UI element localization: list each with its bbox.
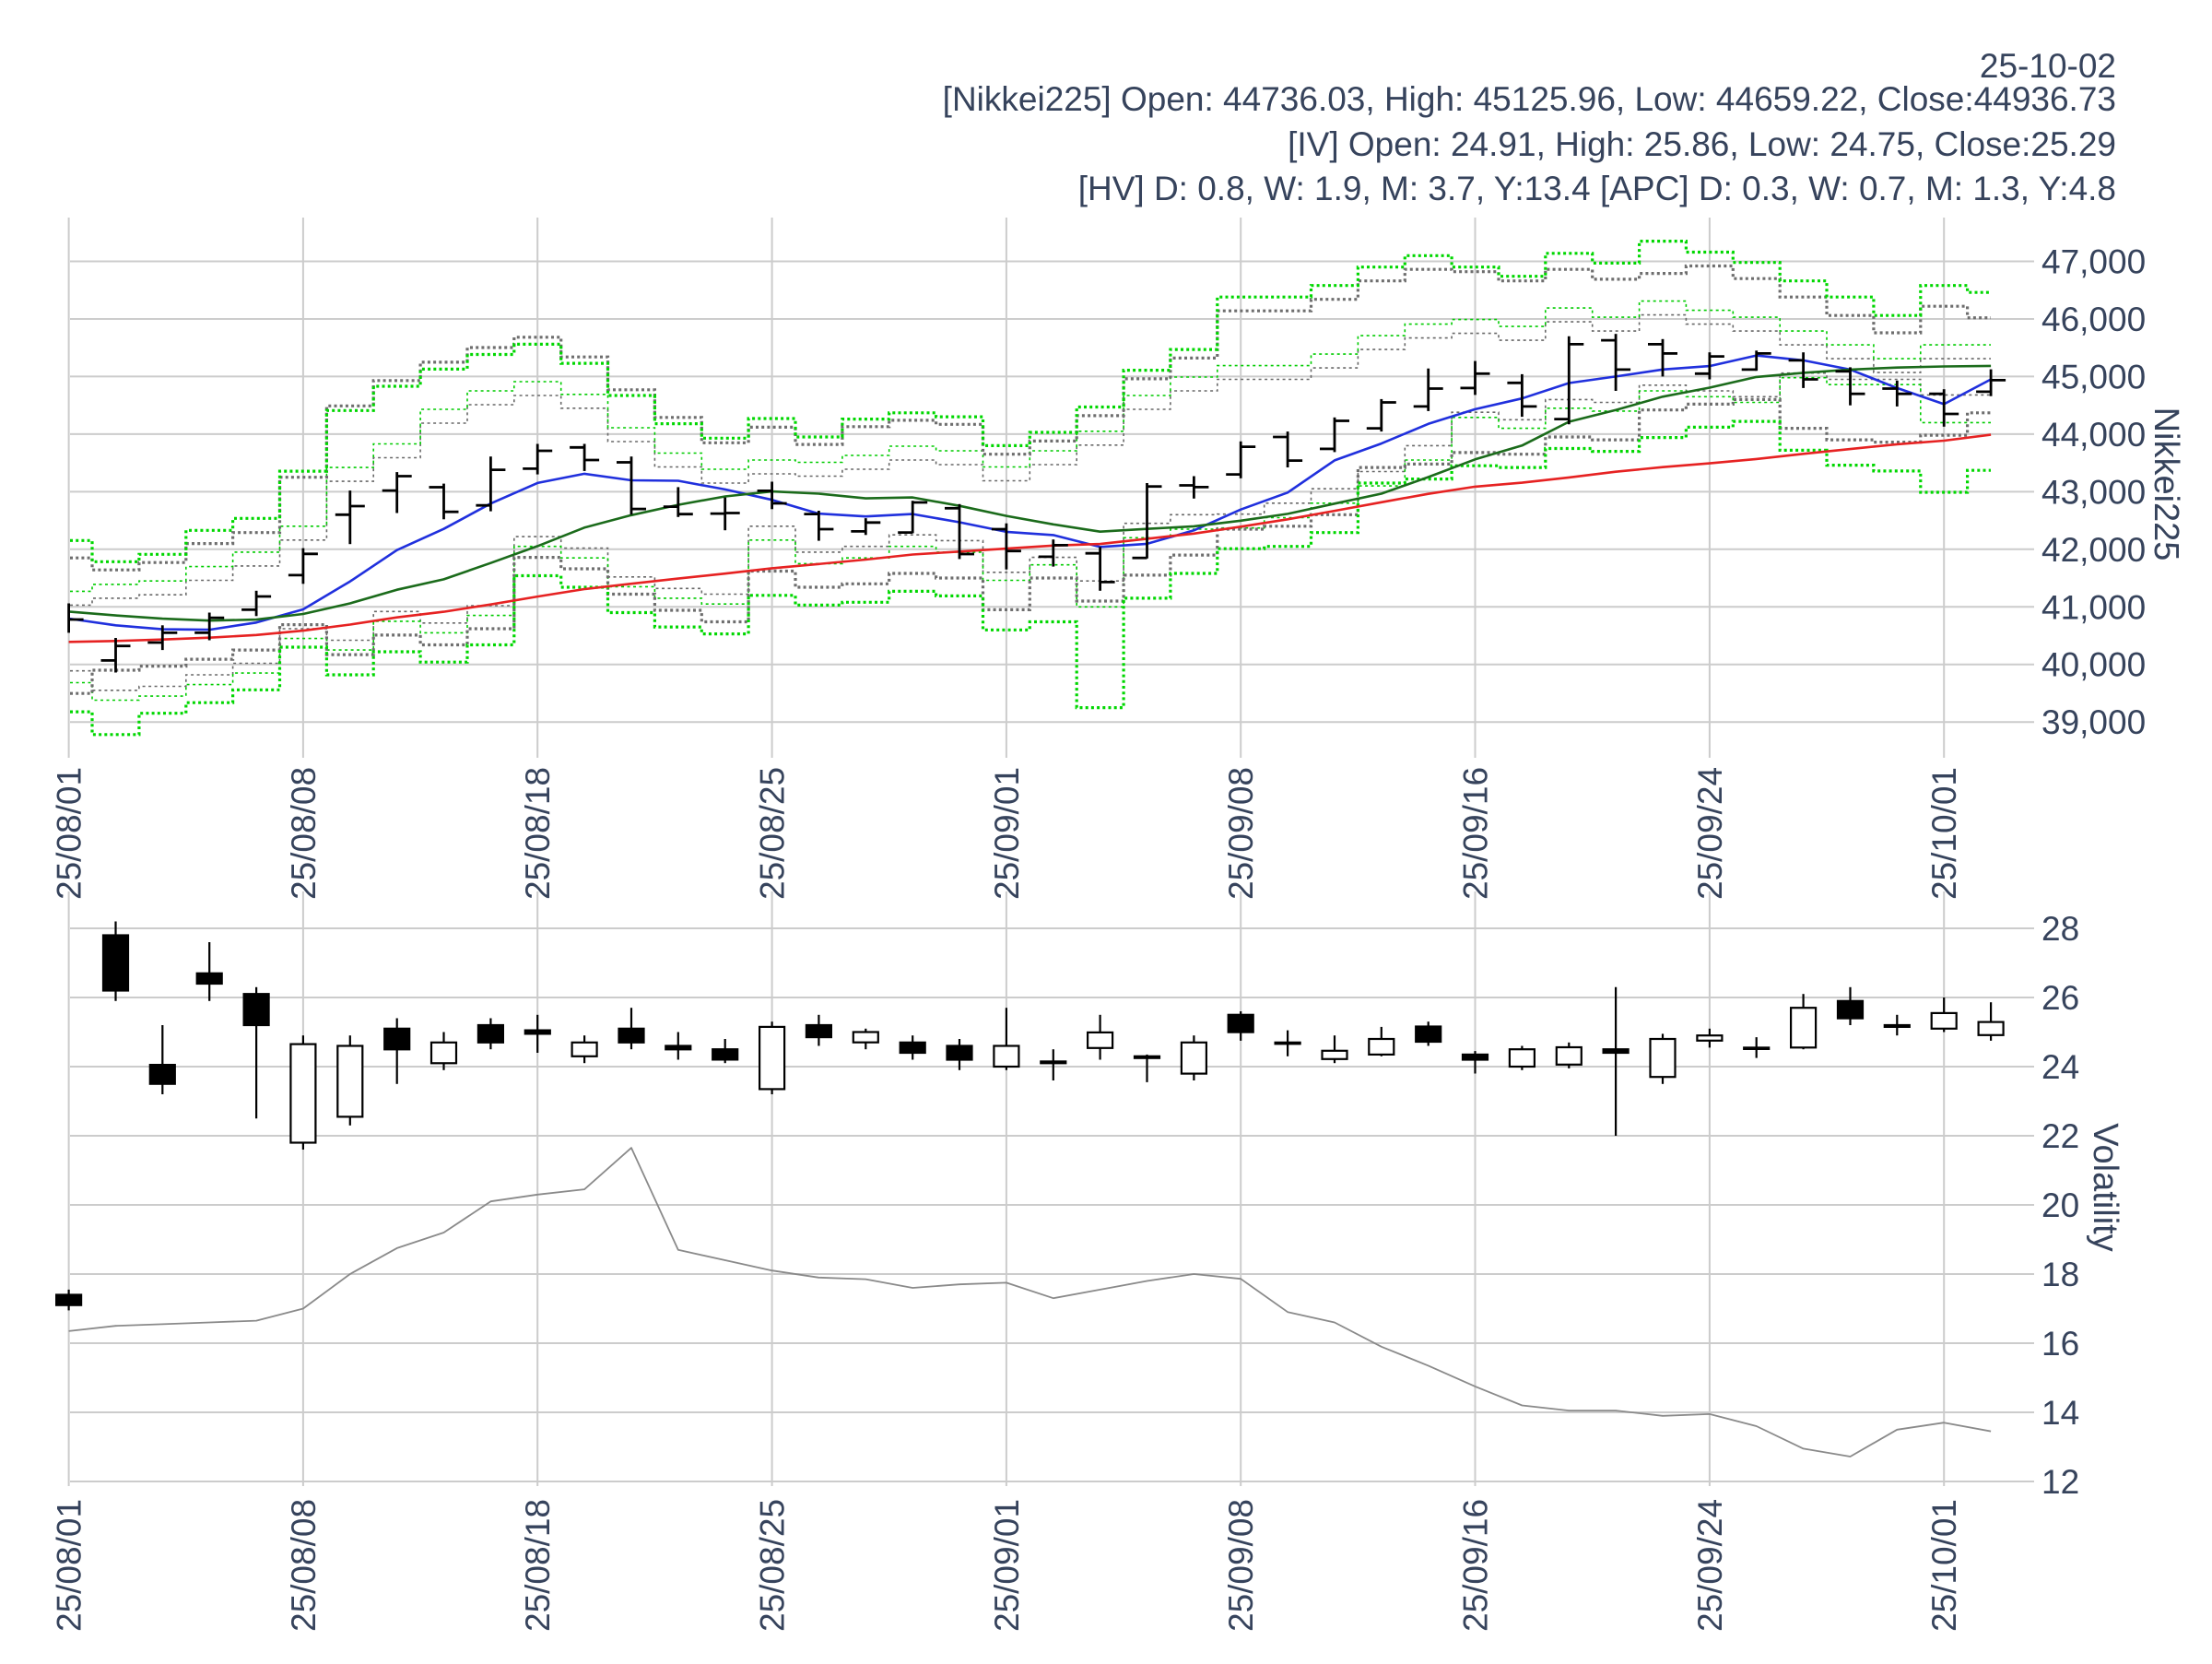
svg-text:40,000: 40,000 [2041, 646, 2146, 684]
svg-text:22: 22 [2041, 1117, 2079, 1155]
svg-text:25/09/08: 25/09/08 [1222, 1499, 1260, 1632]
svg-text:42,000: 42,000 [2041, 531, 2146, 569]
svg-text:25/08/18: 25/08/18 [519, 1499, 557, 1632]
svg-text:25-10-02: 25-10-02 [1980, 47, 2116, 85]
svg-text:Nikkei225: Nikkei225 [2147, 407, 2185, 561]
svg-text:46,000: 46,000 [2041, 301, 2146, 338]
svg-text:25/09/01: 25/09/01 [988, 767, 1026, 900]
svg-text:Volatility: Volatility [2086, 1123, 2124, 1251]
svg-text:39,000: 39,000 [2041, 703, 2146, 741]
svg-text:25/08/08: 25/08/08 [285, 767, 323, 900]
svg-text:25/08/18: 25/08/18 [519, 767, 557, 900]
svg-text:25/08/25: 25/08/25 [754, 1499, 792, 1632]
svg-text:25/09/08: 25/09/08 [1222, 767, 1260, 900]
svg-text:25/08/08: 25/08/08 [285, 1499, 323, 1632]
svg-text:47,000: 47,000 [2041, 243, 2146, 281]
svg-text:25/10/01: 25/10/01 [1925, 1499, 1963, 1632]
svg-text:26: 26 [2041, 979, 2079, 1017]
svg-text:24: 24 [2041, 1048, 2079, 1086]
svg-text:[IV] Open: 24.91, High: 25.86,: [IV] Open: 24.91, High: 25.86, Low: 24.7… [1288, 125, 2116, 163]
svg-text:12: 12 [2041, 1463, 2079, 1501]
svg-text:25/09/24: 25/09/24 [1691, 1499, 1729, 1632]
svg-text:25/09/01: 25/09/01 [988, 1499, 1026, 1632]
svg-text:43,000: 43,000 [2041, 473, 2146, 511]
svg-text:41,000: 41,000 [2041, 588, 2146, 626]
svg-text:25/08/25: 25/08/25 [754, 767, 792, 900]
svg-text:25/10/01: 25/10/01 [1925, 767, 1963, 900]
svg-text:28: 28 [2041, 910, 2079, 948]
svg-text:[HV] D: 0.8, W: 1.9, M: 3.7, Y: [HV] D: 0.8, W: 1.9, M: 3.7, Y:13.4 [APC… [1078, 170, 2116, 207]
svg-text:16: 16 [2041, 1325, 2079, 1363]
svg-text:14: 14 [2041, 1394, 2079, 1432]
svg-text:25/08/01: 25/08/01 [51, 767, 88, 900]
svg-text:25/09/16: 25/09/16 [1457, 1499, 1495, 1632]
svg-text:18: 18 [2041, 1256, 2079, 1293]
svg-text:25/08/01: 25/08/01 [51, 1499, 88, 1632]
svg-text:45,000: 45,000 [2041, 358, 2146, 395]
svg-text:25/09/24: 25/09/24 [1691, 767, 1729, 900]
svg-text:44,000: 44,000 [2041, 416, 2146, 454]
svg-text:25/09/16: 25/09/16 [1457, 767, 1495, 900]
svg-text:20: 20 [2041, 1186, 2079, 1224]
svg-text:[Nikkei225] Open: 44736.03, Hi: [Nikkei225] Open: 44736.03, High: 45125.… [943, 80, 2116, 118]
